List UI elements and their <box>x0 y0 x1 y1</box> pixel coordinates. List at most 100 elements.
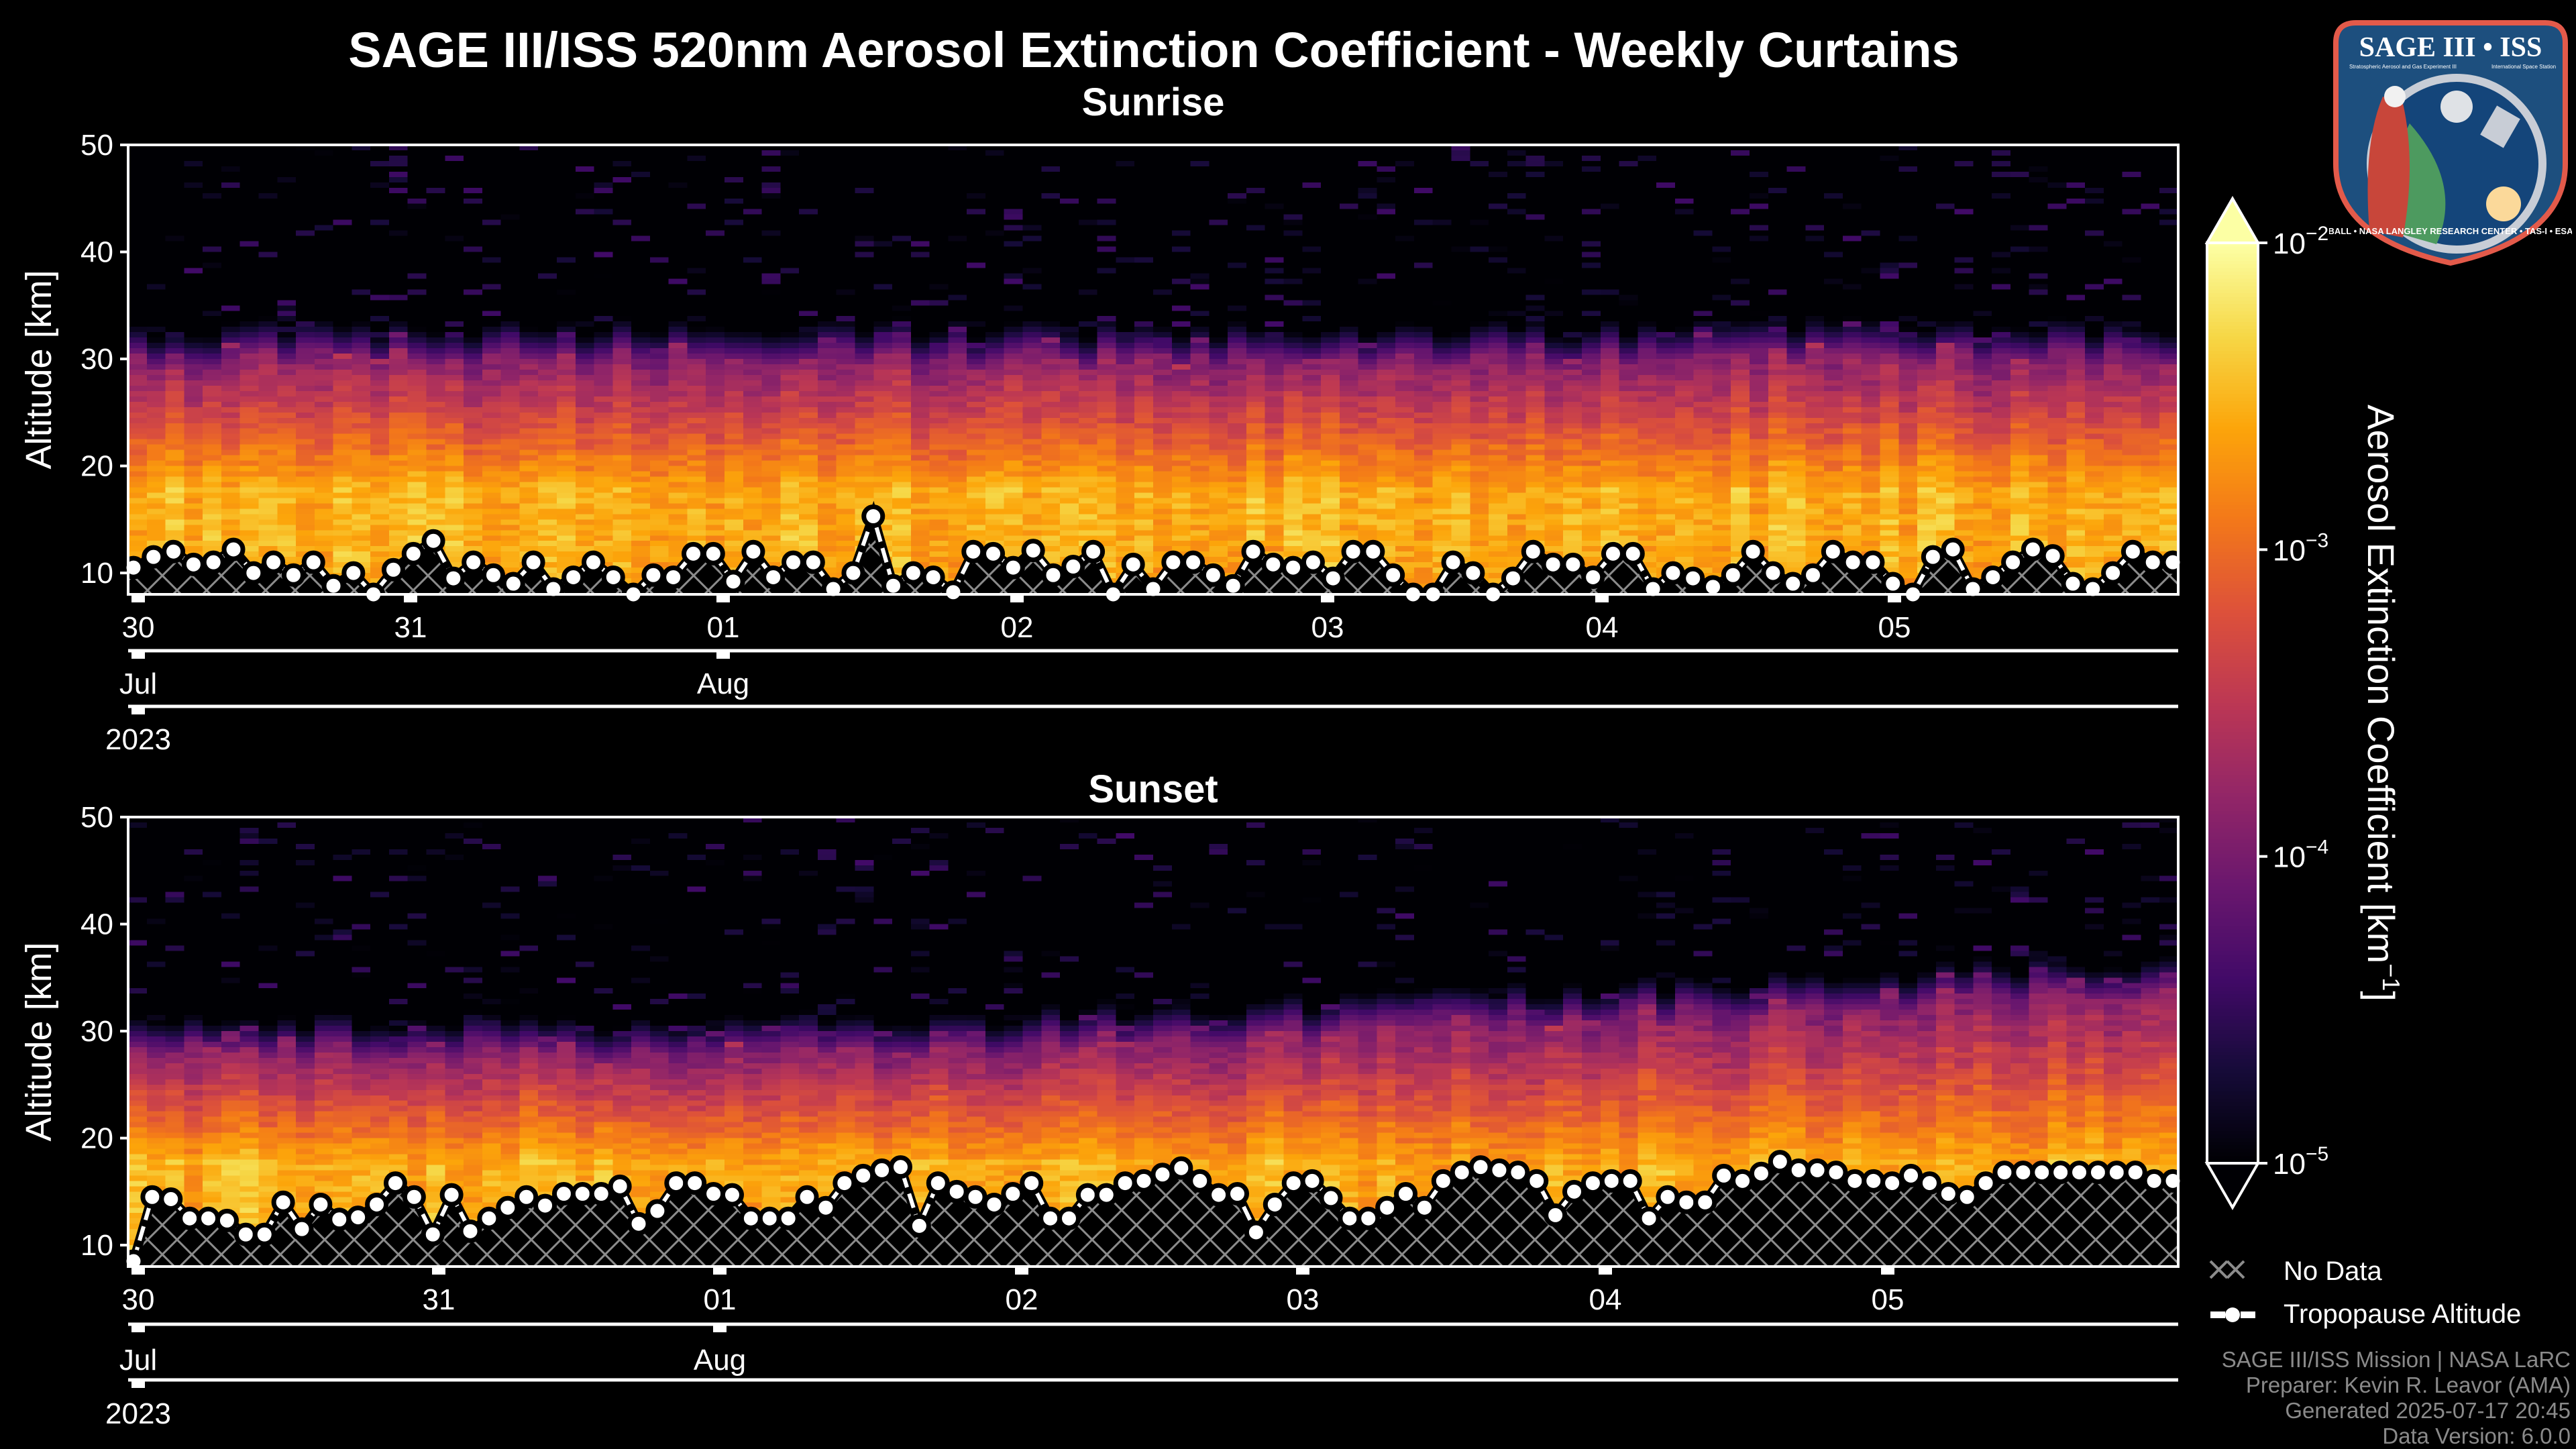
tropopause-point <box>776 1206 800 1230</box>
sunrise-heatmap <box>128 145 2178 594</box>
tropopause-point <box>1150 1163 1175 1187</box>
tropopause-point <box>281 563 305 587</box>
tropopause-point <box>401 541 425 566</box>
tropopause-point <box>262 550 286 574</box>
tropopause-point <box>1094 1183 1118 1207</box>
tropopause-point <box>2101 561 2125 585</box>
x-tick-label-year: 2023 <box>105 723 171 756</box>
svg-text:SAGE III • ISS: SAGE III • ISS <box>2359 32 2542 63</box>
tropopause-point <box>1921 545 1945 569</box>
y-axis-label: Altitude [km] <box>19 270 59 469</box>
tropopause-point <box>1038 1206 1063 1230</box>
month-tick <box>713 1324 727 1332</box>
tropopause-point <box>1281 555 1305 580</box>
tropopause-point <box>761 565 786 589</box>
x-tick-label-day: 31 <box>423 1283 455 1316</box>
tropopause-point <box>341 561 366 585</box>
tropopause-point <box>907 1214 931 1238</box>
x-tick-label-day: 02 <box>1006 1283 1038 1316</box>
tropopause-point <box>1461 561 1485 585</box>
x-tick <box>1010 593 1024 602</box>
legend: No Data Tropopause Altitude <box>2209 1256 2521 1329</box>
tropopause-point <box>1821 539 1845 564</box>
x-tick <box>1595 593 1609 602</box>
sunrise-panel: Sunrise Altitude [km] 10 20 30 40 50 30 31 01 02 03… <box>19 80 2185 756</box>
tropopause-point <box>981 541 1006 566</box>
tropopause-point <box>1041 563 1065 587</box>
tropopause-point <box>1712 1163 1736 1187</box>
tropopause-point <box>1341 539 1365 564</box>
x-tick <box>131 593 145 602</box>
x-tick <box>1321 593 1334 602</box>
tropopause-point <box>1181 550 1205 574</box>
tropopause-point <box>1880 1171 1904 1195</box>
tropopause-point <box>1394 1182 1418 1206</box>
tropopause-point <box>1244 1220 1268 1244</box>
tropopause-point <box>1001 1182 1025 1206</box>
tropopause-point <box>833 1171 857 1195</box>
tropopause-point <box>1861 550 1885 574</box>
x-tick <box>1888 593 1901 602</box>
tropopause-point <box>1786 1158 1811 1182</box>
tropopause-point <box>1161 550 1185 574</box>
tropopause-point <box>1356 1206 1381 1230</box>
tropopause-point <box>2049 1161 2073 1185</box>
tropopause-point <box>1974 1171 1998 1195</box>
x-tick-label-day: 30 <box>122 1283 155 1316</box>
svg-text:International Space Station: International Space Station <box>2491 64 2556 70</box>
legend-no-data: No Data <box>2284 1256 2382 1286</box>
tropopause-point <box>814 1195 838 1220</box>
tropopause-point <box>1338 1206 1362 1230</box>
tropopause-point <box>1981 565 2005 589</box>
tropopause-point <box>1113 1171 1137 1195</box>
colorbar-label: Aerosol Extinction Coefficient [km−1] <box>2360 405 2405 1002</box>
no-data-hatch-icon <box>2209 1260 2245 1279</box>
x-tick-label-day: 02 <box>1001 611 1034 644</box>
tropopause-point <box>521 550 545 574</box>
x-tick-label-day: 30 <box>122 611 155 644</box>
colorbar: 10−210−310−410−5 Aerosol Extinction Coef… <box>2204 195 2405 1211</box>
tropopause-point <box>1301 550 1325 574</box>
tropopause-point <box>1132 1169 1156 1193</box>
tropopause-point <box>963 1185 987 1209</box>
tropopause-point <box>739 1206 763 1230</box>
y-tick-label: 10 <box>80 1229 113 1262</box>
x-tick <box>1015 1265 1028 1275</box>
tropopause-point <box>741 539 765 564</box>
colorbar-top-extend <box>2204 195 2261 244</box>
tropopause-point <box>645 1199 669 1223</box>
tropopause-point <box>462 550 486 574</box>
tropopause-point <box>346 1205 370 1230</box>
tropopause-point <box>702 1182 726 1206</box>
panel-title: Sunrise <box>1082 80 1225 124</box>
tropopause-point <box>1731 1169 1755 1193</box>
x-tick-label-month: Aug <box>697 667 749 700</box>
tropopause-point <box>1805 1158 1829 1182</box>
tropopause-point <box>1431 1169 1455 1193</box>
tropopause-point <box>1412 1195 1436 1220</box>
tropopause-point <box>701 541 725 566</box>
x-tick <box>1296 1265 1309 1275</box>
tropopause-point <box>1580 1171 1605 1195</box>
tropopause-point <box>1501 566 1525 590</box>
credit-version: Data Version: 6.0.0 <box>2382 1424 2571 1448</box>
tropopause-point <box>961 539 985 564</box>
tropopause-point <box>458 1219 482 1243</box>
svg-text:Stratospheric Aerosol and Gas: Stratospheric Aerosol and Gas Experiment… <box>2349 64 2457 70</box>
y-tick-label: 40 <box>80 908 113 941</box>
tropopause-point <box>2121 539 2145 564</box>
tropopause-point <box>1261 552 1285 576</box>
plot-frame <box>127 816 2180 1268</box>
tropopause-point <box>301 550 325 574</box>
tropopause-point <box>201 550 225 574</box>
tropopause-point <box>181 552 205 576</box>
tropopause-point <box>383 1171 407 1195</box>
tropopause-point <box>2030 1161 2054 1185</box>
tropopause-point <box>1300 1169 1324 1193</box>
tropopause-point <box>159 1187 183 1211</box>
tropopause-point <box>881 574 906 598</box>
tropopause-point <box>1992 1161 2017 1185</box>
tropopause-point <box>1601 541 1625 566</box>
tropopause-point <box>515 1185 539 1209</box>
tropopause-point <box>1221 574 1245 598</box>
